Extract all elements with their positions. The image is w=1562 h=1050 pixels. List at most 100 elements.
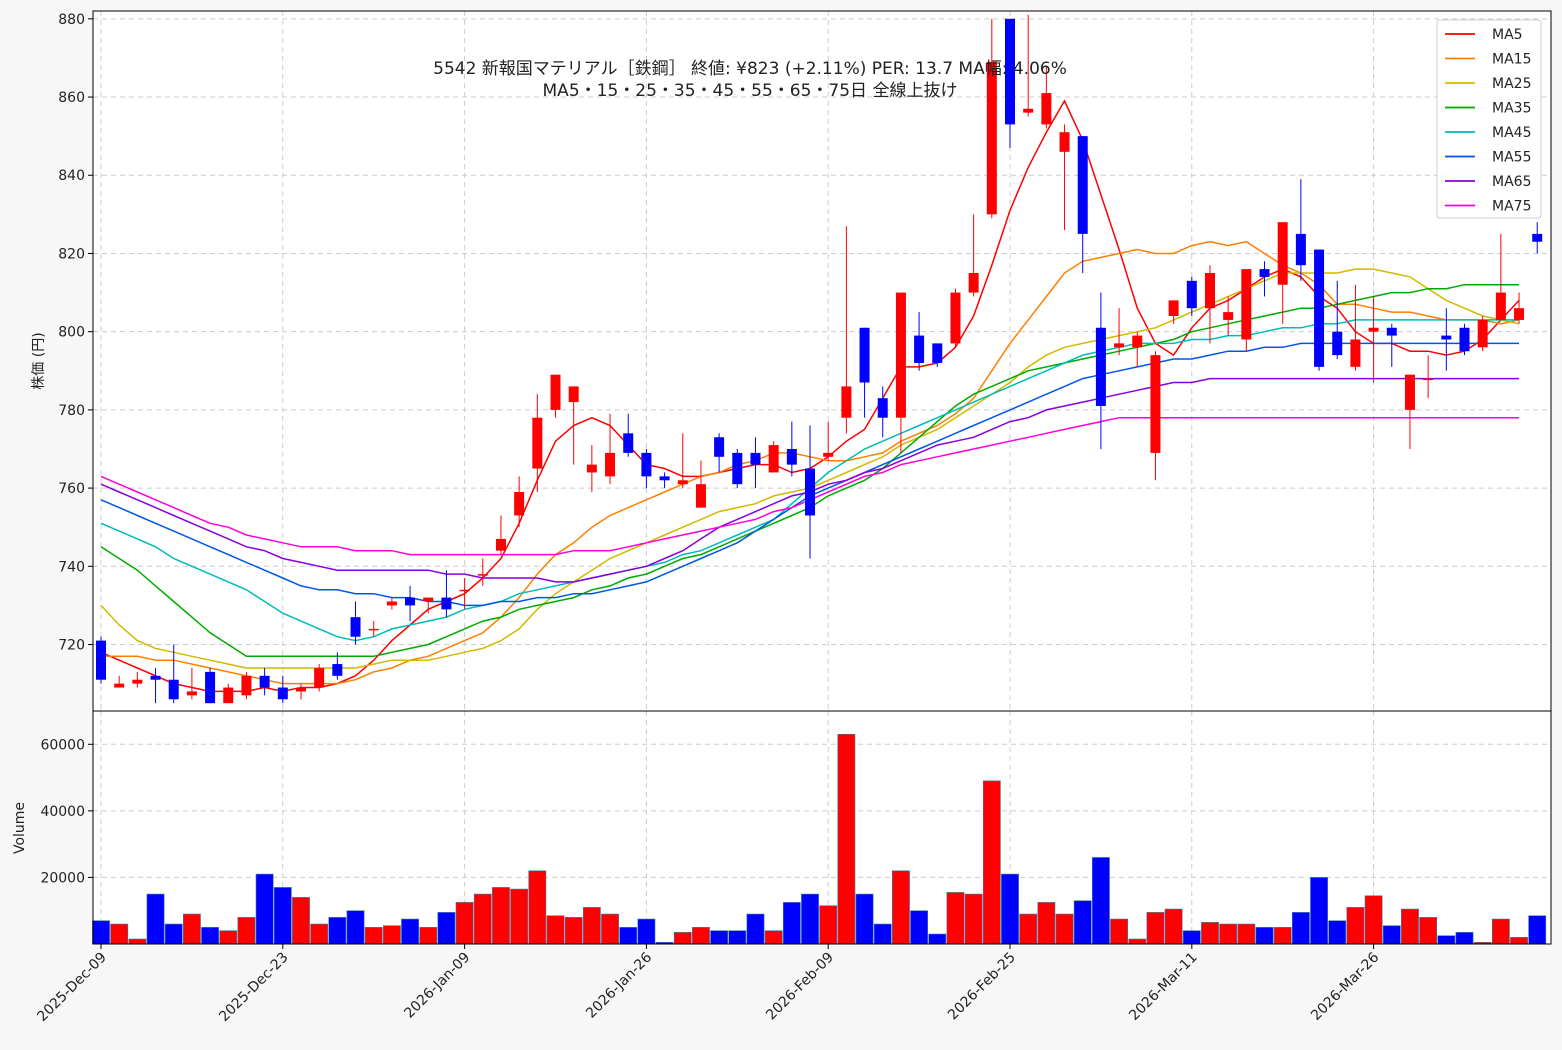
- volume-bar: [1019, 913, 1038, 945]
- volume-bar: [764, 930, 783, 945]
- volume-bar: [1146, 912, 1165, 945]
- price-y-axis-label: 株価 (円): [31, 332, 47, 389]
- candle-body: [895, 292, 906, 418]
- candlesticks: [96, 14, 1543, 704]
- candle-body: [514, 492, 525, 516]
- candle-body: [150, 675, 161, 680]
- candle-body: [96, 640, 106, 680]
- candle-body: [750, 452, 761, 465]
- candle-body: [1095, 327, 1106, 406]
- candle-body: [677, 480, 688, 485]
- volume-bar: [110, 923, 129, 945]
- candle-body: [168, 679, 179, 700]
- volume-bar: [692, 927, 710, 945]
- price-y-axis: 720 740 760 780 800 820 840 860 880: [58, 12, 93, 654]
- volume-bar: [964, 893, 983, 945]
- volume-bar: [237, 917, 256, 945]
- volume-bar: [782, 902, 801, 945]
- price-y-tick-label: 720: [58, 638, 85, 654]
- volume-bar: [1510, 937, 1528, 945]
- candle-body: [877, 398, 888, 418]
- volume-bar: [1092, 857, 1110, 945]
- candle-body: [932, 343, 943, 363]
- candle-body: [241, 675, 252, 696]
- legend-label-ma25: MA25: [1492, 76, 1531, 92]
- volume-plot-frame: [92, 710, 1552, 945]
- volume-bar: [1001, 873, 1019, 945]
- candle-body: [605, 452, 616, 477]
- candle-body: [659, 476, 670, 481]
- candle-body: [1459, 327, 1470, 352]
- candle-body: [786, 448, 797, 465]
- volume-bar: [1073, 900, 1092, 945]
- candle-body: [350, 617, 361, 637]
- volume-bar: [673, 932, 692, 945]
- legend-label-ma35: MA35: [1492, 101, 1531, 117]
- candle-body: [732, 452, 743, 485]
- volume-bar: [601, 913, 619, 945]
- volume-bar: [1364, 895, 1383, 945]
- candle-body: [477, 574, 488, 576]
- volume-bar: [310, 923, 329, 945]
- volume-bar: [510, 888, 529, 945]
- candle-body: [841, 386, 852, 418]
- chart-subtitle: MA5・15・25・35・45・55・65・75日 全線上抜け: [543, 81, 958, 101]
- candle-body: [1005, 18, 1015, 125]
- volume-bar: [183, 913, 201, 945]
- volume-y-axis-label: Volume: [12, 802, 28, 854]
- volume-bar: [528, 870, 547, 945]
- volume-bar: [892, 870, 910, 945]
- legend-box: [1436, 19, 1542, 219]
- volume-bar: [910, 910, 929, 945]
- volume-bar: [728, 930, 747, 945]
- volume-bar: [1328, 920, 1347, 945]
- volume-bar: [328, 917, 347, 945]
- volume-bar: [637, 918, 656, 945]
- volume-bar: [819, 905, 838, 945]
- candle-body: [1241, 269, 1252, 340]
- volume-bar: [255, 873, 274, 945]
- volume-bar: [546, 915, 565, 945]
- candle-body: [1168, 300, 1179, 317]
- candle-body: [205, 671, 216, 704]
- volume-bar: [364, 927, 383, 945]
- candle-body: [386, 601, 397, 606]
- volume-bar: [164, 923, 183, 945]
- volume-bar: [873, 923, 892, 945]
- volume-bar: [1037, 902, 1056, 945]
- volume-bar: [1382, 925, 1401, 945]
- legend-label-ma65: MA65: [1492, 174, 1531, 190]
- legend-label-ma15: MA15: [1492, 52, 1531, 68]
- volume-bar: [455, 902, 474, 945]
- volume-bar: [1437, 935, 1456, 945]
- volume-y-tick-label: 60000: [40, 737, 85, 753]
- volume-bar: [946, 892, 965, 945]
- price-y-tick-label: 860: [58, 90, 85, 106]
- volume-bar: [1182, 930, 1201, 945]
- candle-body: [1477, 319, 1488, 348]
- candle-body: [1077, 136, 1088, 234]
- candle-body: [186, 691, 197, 696]
- volume-bar: [710, 930, 729, 945]
- price-plot-area: [93, 11, 1551, 711]
- volume-bar: [273, 887, 292, 945]
- candle-body: [441, 597, 452, 610]
- candle-body: [1295, 233, 1306, 266]
- volume-bar: [582, 907, 601, 945]
- candle-body: [1023, 108, 1034, 113]
- candle-body: [950, 292, 961, 344]
- volume-plot-area: [93, 711, 1551, 944]
- candle-body: [623, 433, 634, 453]
- candle-body: [1041, 93, 1052, 125]
- legend-label-ma75: MA75: [1492, 199, 1531, 215]
- volume-bar: [382, 925, 401, 945]
- volume-bar: [801, 893, 819, 945]
- volume-bar: [1237, 923, 1256, 945]
- volume-bar: [928, 933, 947, 945]
- legend-label-ma45: MA45: [1492, 125, 1531, 141]
- candle-body: [314, 667, 325, 688]
- volume-bar: [855, 893, 874, 945]
- candle-body: [1132, 335, 1143, 348]
- candle-body: [986, 61, 997, 215]
- candle-body: [1404, 374, 1415, 410]
